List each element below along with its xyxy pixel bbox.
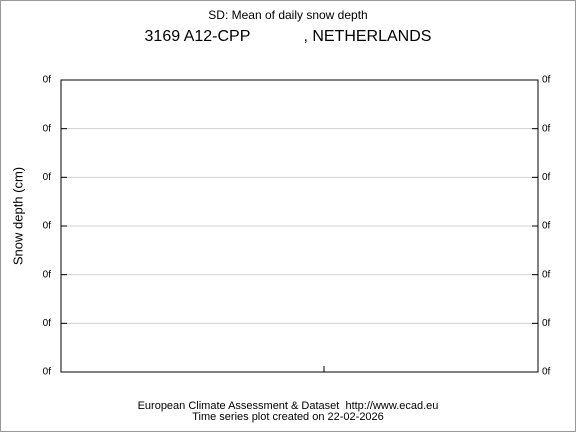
y-tick-label: 0f (43, 367, 52, 378)
y2-tick-label: 0f (542, 367, 551, 378)
chart-title: SD: Mean of daily snow depth (208, 8, 367, 22)
y-tick-label: 0f (43, 123, 52, 134)
y2-tick-label: 0f (542, 172, 551, 183)
y-tick-label: 0f (43, 75, 52, 86)
y2-tick-label: 0f (542, 269, 551, 280)
y-tick-label: 0f (43, 269, 52, 280)
y2-tick-label: 0f (542, 75, 551, 86)
y-axis-label: Snow depth (cm) (10, 167, 25, 265)
y-tick-label: 0f (43, 172, 52, 183)
footer-line: European Climate Assessment & Dataset ht… (138, 400, 439, 412)
footer-line: Time series plot created on 22-02-2026 (192, 411, 384, 423)
chart-subtitle: 3169 A12-CPP , NETHERLANDS (145, 28, 432, 45)
y2-tick-label: 0f (542, 221, 551, 232)
y2-tick-label: 0f (542, 318, 551, 329)
y-tick-label: 0f (43, 318, 52, 329)
y2-tick-label: 0f (542, 123, 551, 134)
y-tick-label: 0f (43, 221, 52, 232)
